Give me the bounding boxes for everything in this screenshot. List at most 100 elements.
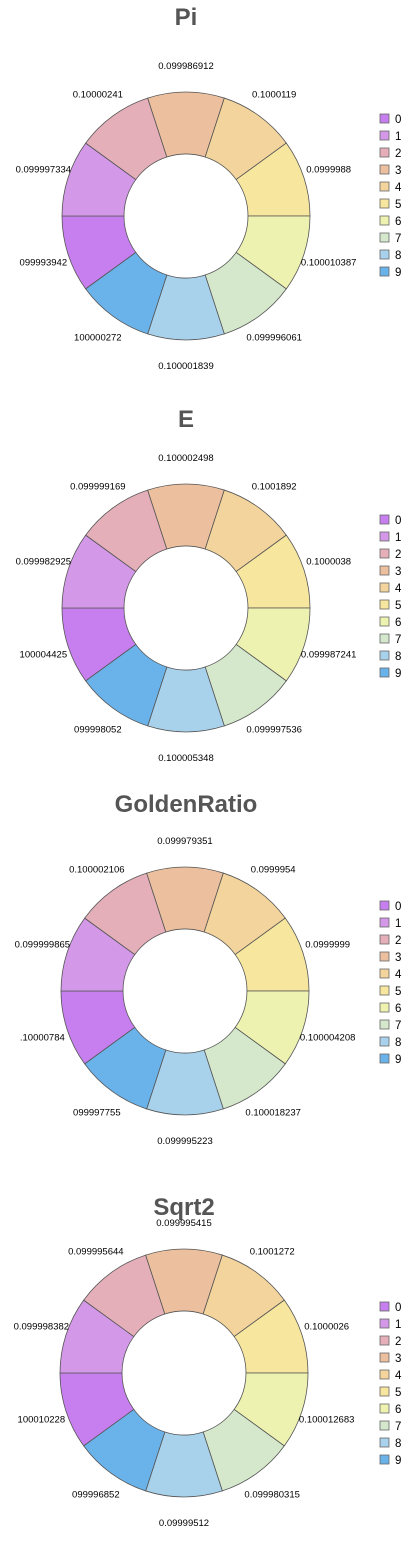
legend-label-6: 6	[395, 1404, 401, 1416]
legend-label-8: 8	[395, 1037, 401, 1049]
legend-swatch-6	[379, 215, 390, 226]
legend-swatch-0	[379, 900, 390, 911]
slice-label-3: 0.100002498	[158, 453, 213, 464]
legend-swatch-4	[379, 1369, 390, 1380]
legend-swatch-2	[379, 147, 390, 158]
slice-label-8: 0.100005348	[158, 753, 213, 764]
legend-label-7: 7	[395, 233, 401, 245]
slice-label-6: 0.100004208	[300, 1032, 355, 1043]
pie-chart-goldenratio: GoldenRatio .10000784 0.099999865 0.100002…	[15, 791, 402, 1147]
legend-swatch-5	[379, 985, 390, 996]
chart-title: Pi	[175, 4, 198, 31]
slice-9[interactable]	[83, 1408, 166, 1492]
slice-label-0: .10000784	[20, 1032, 65, 1043]
legend-label-6: 6	[395, 1003, 401, 1015]
slice-label-5: 0.1000038	[306, 557, 351, 568]
legend-swatch-8	[379, 249, 390, 260]
legend-label-3: 3	[395, 566, 401, 578]
pie-panel-pi: Pi 099993942 0.099997334 0.10000241 0.09998…	[0, 0, 416, 390]
legend-swatch-9	[379, 1454, 390, 1465]
legend-swatch-5	[379, 198, 390, 209]
legend-swatch-4	[379, 968, 390, 979]
legend-label-2: 2	[395, 1336, 401, 1348]
legend-label-4: 4	[395, 182, 402, 194]
legend-label-3: 3	[395, 165, 401, 177]
legend-label-7: 7	[395, 1020, 401, 1032]
slice-label-9: 099996852	[72, 1489, 120, 1500]
legend-swatch-0	[379, 113, 390, 124]
legend-swatch-5	[379, 1386, 390, 1397]
legend-label-5: 5	[395, 600, 401, 612]
slice-9[interactable]	[85, 643, 168, 727]
slice-label-0: 100010228	[18, 1414, 66, 1425]
legend-label-6: 6	[395, 617, 401, 629]
legend-swatch-5	[379, 599, 390, 610]
slice-label-8: 0.100001839	[158, 361, 213, 372]
legend-swatch-3	[379, 565, 390, 576]
legend-swatch-6	[379, 616, 390, 627]
slice-label-6: 0.099987241	[301, 649, 356, 660]
legend-swatch-9	[379, 1053, 390, 1064]
slice-label-8: 0.099995223	[157, 1136, 212, 1147]
legend-label-5: 5	[395, 1387, 401, 1399]
slice-label-0: 100004425	[20, 649, 68, 660]
slice-label-6: 0.100012683	[299, 1414, 354, 1425]
legend-label-9: 9	[395, 267, 401, 279]
legend-swatch-9	[379, 266, 390, 277]
legend-label-8: 8	[395, 250, 401, 262]
slice-label-2: 0.10000241	[73, 90, 123, 101]
chart-title: Sqrt2	[153, 1194, 214, 1221]
slice-label-9: 099997755	[73, 1107, 121, 1118]
slice-label-1: 0.099998382	[14, 1322, 69, 1333]
pie-chart-sqrt2: Sqrt2 100010228 0.099998382 0.099995644 0.0…	[14, 1194, 402, 1529]
slice-label-7: 0.099980315	[244, 1489, 299, 1500]
slice-label-1: 0.099982925	[16, 557, 71, 568]
pie-chart-pi: Pi 099993942 0.099997334 0.10000241 0.09998…	[16, 4, 402, 372]
slice-label-1: 0.099997334	[16, 165, 71, 176]
slice-label-7: 0.099997536	[246, 724, 301, 735]
legend-label-6: 6	[395, 216, 401, 228]
legend-label-2: 2	[395, 549, 401, 561]
legend-swatch-0	[379, 514, 390, 525]
legend-label-2: 2	[395, 935, 401, 947]
slice-9[interactable]	[85, 251, 168, 335]
legend-label-0: 0	[395, 901, 401, 913]
legend-label-1: 1	[395, 918, 401, 930]
slice-label-9: 099998052	[74, 724, 122, 735]
pie-panel-e: E 100004425 0.099982925 0.099999169 0.10000…	[0, 392, 416, 782]
legend-swatch-6	[379, 1002, 390, 1013]
legend-label-1: 1	[395, 131, 401, 143]
legend-swatch-1	[379, 531, 390, 542]
legend-label-1: 1	[395, 532, 401, 544]
slice-label-5: 0.0999999	[305, 940, 350, 951]
legend-swatch-1	[379, 1318, 390, 1329]
slice-label-3: 0.099979351	[157, 836, 212, 847]
slice-label-5: 0.0999988	[306, 165, 351, 176]
legend-swatch-3	[379, 951, 390, 962]
slice-label-5: 0.1000026	[304, 1322, 349, 1333]
legend-swatch-1	[379, 917, 390, 928]
legend-label-0: 0	[395, 1302, 401, 1314]
legend-label-8: 8	[395, 1438, 401, 1450]
legend-swatch-6	[379, 1403, 390, 1414]
legend-swatch-2	[379, 548, 390, 559]
legend-label-9: 9	[395, 1054, 401, 1066]
legend-label-4: 4	[395, 1370, 402, 1382]
slice-label-2: 0.100002106	[69, 865, 124, 876]
legend-label-7: 7	[395, 634, 401, 646]
slice-label-0: 099993942	[20, 257, 68, 268]
legend-swatch-3	[379, 1352, 390, 1363]
legend-swatch-1	[379, 130, 390, 141]
pie-chart-e: E 100004425 0.099982925 0.099999169 0.10000…	[16, 406, 402, 764]
slice-label-3: 0.099995415	[156, 1218, 211, 1229]
slice-label-4: 0.1001892	[252, 482, 297, 493]
legend-label-4: 4	[395, 583, 402, 595]
slice-9[interactable]	[84, 1026, 167, 1110]
chart-title: E	[178, 406, 194, 433]
slice-label-2: 0.099995644	[68, 1247, 123, 1258]
legend-swatch-3	[379, 164, 390, 175]
legend-swatch-0	[379, 1301, 390, 1312]
legend-swatch-7	[379, 232, 390, 243]
legend-label-5: 5	[395, 199, 401, 211]
legend-label-7: 7	[395, 1421, 401, 1433]
